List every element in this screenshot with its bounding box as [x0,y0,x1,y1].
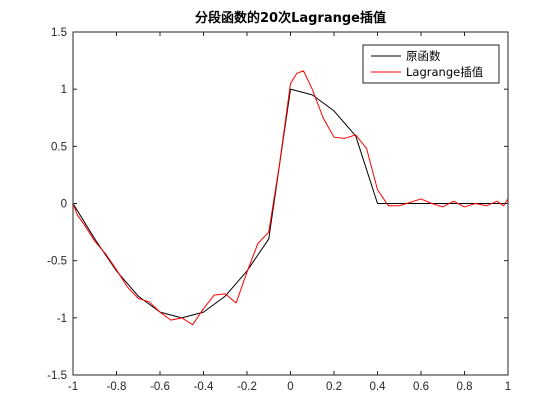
series-layer [72,70,509,326]
y-tick-label: -1.5 [47,370,67,382]
y-tick-label: 1 [61,84,67,96]
y-tick-label: 0.5 [51,141,67,153]
x-tick-label: 0 [287,381,293,393]
legend-box [362,44,500,84]
series-line-0 [72,88,508,319]
x-tick-label: -1 [68,381,78,393]
x-tick-label: 0.6 [413,381,429,393]
y-tick-label: -1 [57,313,67,325]
y-tick-label: -0.5 [47,256,67,268]
x-tick-label: -0.4 [194,381,214,393]
x-tick-label: -0.8 [107,381,127,393]
y-axis: -1.5 -1 -0.5 0 0.5 1 1.5 [47,27,508,382]
x-tick-label: -0.2 [237,381,257,393]
y-tick-label: 1.5 [51,27,67,39]
series-line-1 [72,70,509,326]
x-axis: -1 -0.8 -0.6 -0.4 -0.2 0 0.2 0.4 0.6 0.8 1 [68,32,511,393]
chart-title: 分段函数的20次Lagrange插值 [195,10,386,26]
x-tick-label: -0.6 [150,381,170,393]
legend-label-1: Lagrange插值 [406,65,484,79]
x-tick-label: 0.4 [370,381,387,393]
y-tick-label: 0 [61,199,67,211]
x-tick-label: 0.2 [326,381,342,393]
x-tick-label: 0.8 [457,381,473,393]
legend: 原函数 Lagrange插值 [362,44,500,84]
legend-label-0: 原函数 [406,49,441,63]
x-tick-label: 1 [505,381,511,393]
